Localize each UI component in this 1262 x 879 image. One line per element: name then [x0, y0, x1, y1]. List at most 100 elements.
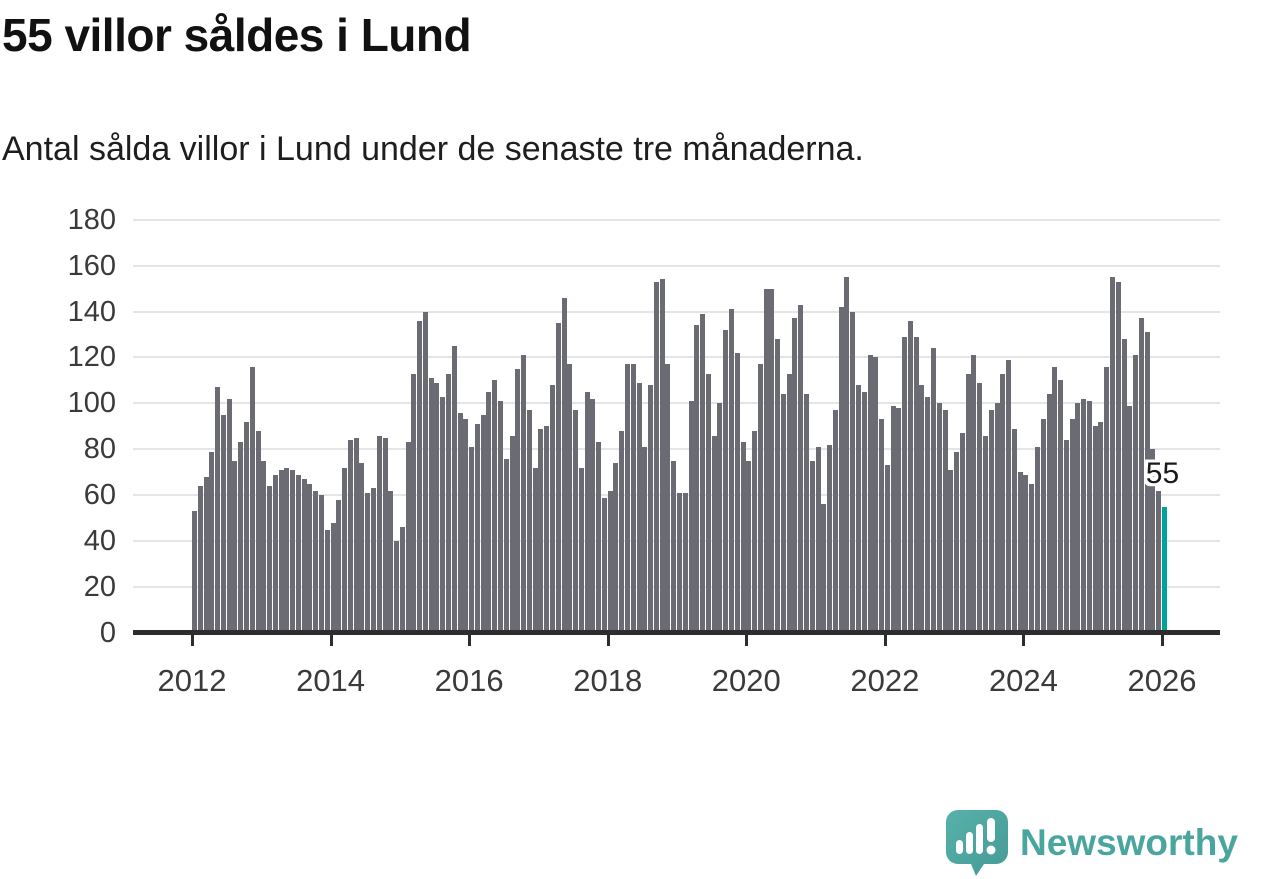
bar-month — [1006, 359, 1012, 633]
bar-month — [653, 281, 659, 633]
bar-month — [867, 355, 873, 633]
bar-month — [890, 405, 896, 633]
bar-month — [994, 403, 1000, 633]
bar-month — [855, 385, 861, 633]
bar-month — [307, 483, 313, 633]
bar-month — [642, 447, 648, 633]
bar-month — [925, 396, 931, 633]
bar-month — [1023, 474, 1029, 633]
bar-month — [1156, 490, 1162, 633]
x-tick-2018 — [606, 635, 610, 646]
newsworthy-logo-icon — [946, 810, 1008, 876]
bar-month — [694, 325, 700, 633]
bar-month — [278, 469, 284, 633]
bar-month — [780, 394, 786, 633]
bar-month — [509, 435, 515, 633]
x-tick-label-2016: 2016 — [434, 663, 504, 698]
x-tick-2024 — [1022, 635, 1026, 646]
bar-month — [1110, 277, 1116, 633]
bar-month — [1081, 398, 1087, 633]
bar-month — [1121, 339, 1127, 633]
x-tick-label-2022: 2022 — [850, 663, 920, 698]
bar-month — [197, 486, 203, 633]
bar-month — [319, 495, 325, 633]
bar-month — [492, 380, 498, 633]
x-tick-label-2026: 2026 — [1127, 663, 1197, 698]
bar-month — [209, 451, 215, 633]
bar-month — [752, 430, 758, 633]
bar-month — [1069, 419, 1075, 633]
bar-month — [1052, 366, 1058, 633]
bar-month — [913, 336, 919, 633]
bar-month — [1150, 449, 1156, 633]
bar-month — [1000, 373, 1006, 633]
bar-month — [440, 396, 446, 633]
bar-month — [902, 336, 908, 633]
y-tick-label-20: 20 — [83, 571, 116, 604]
bar-month — [486, 391, 492, 633]
bar-month — [405, 442, 411, 633]
bar-month — [226, 398, 232, 633]
y-tick-label-160: 160 — [67, 249, 116, 282]
bar-month — [861, 391, 867, 633]
bar-month — [446, 373, 452, 633]
bar-month — [1092, 426, 1098, 633]
bar-month — [313, 490, 319, 633]
x-tick-2016 — [468, 635, 472, 646]
bar-month — [422, 311, 428, 633]
gridline-80 — [133, 448, 1220, 451]
bar-month — [503, 458, 509, 633]
bar-month — [567, 364, 573, 633]
bar-month — [220, 414, 226, 633]
bar-month — [792, 318, 798, 633]
bar-month — [1034, 447, 1040, 633]
gridline-120 — [133, 356, 1220, 359]
bar-month — [469, 447, 475, 633]
x-tick-label-2014: 2014 — [296, 663, 366, 698]
bar-month — [648, 385, 654, 633]
bar-month — [203, 476, 209, 633]
y-tick-label-140: 140 — [67, 295, 116, 328]
bar-month — [919, 385, 925, 633]
bar-month — [705, 373, 711, 633]
bar-month — [936, 403, 942, 633]
bar-month — [555, 323, 561, 633]
bar-month — [284, 467, 290, 633]
bar-month — [1104, 366, 1110, 633]
bar-month — [1040, 419, 1046, 633]
bar-month — [457, 412, 463, 633]
gridline-140 — [133, 310, 1220, 313]
bar-month — [688, 401, 694, 633]
bar-month — [809, 460, 815, 633]
bar-month — [1086, 401, 1092, 633]
bar-month — [1133, 355, 1139, 633]
bar-month — [376, 435, 382, 633]
bar-month — [798, 304, 804, 633]
x-tick-2022 — [883, 635, 887, 646]
bar-month — [942, 410, 948, 633]
x-tick-2026 — [1160, 635, 1164, 646]
chart-subtitle: Antal sålda villor i Lund under de senas… — [2, 130, 864, 168]
bar-month — [434, 382, 440, 633]
bar-month — [249, 366, 255, 633]
bar-month — [215, 387, 221, 633]
bar-month — [711, 435, 717, 633]
bar-month — [521, 355, 527, 633]
bar-month — [619, 430, 625, 633]
bar-month — [428, 378, 434, 633]
bar-month — [382, 437, 388, 633]
bar-month — [717, 403, 723, 633]
bar-month — [786, 373, 792, 633]
bar-month — [625, 364, 631, 633]
bar-month — [290, 469, 296, 633]
bar-month — [1058, 380, 1064, 633]
bar-month — [584, 391, 590, 633]
bar-month — [832, 410, 838, 633]
bar-month — [388, 490, 394, 633]
bar-month — [740, 442, 746, 633]
bar-month — [775, 339, 781, 633]
bar-month — [1115, 281, 1121, 633]
bar-month — [411, 373, 417, 633]
y-tick-label-180: 180 — [67, 203, 116, 236]
